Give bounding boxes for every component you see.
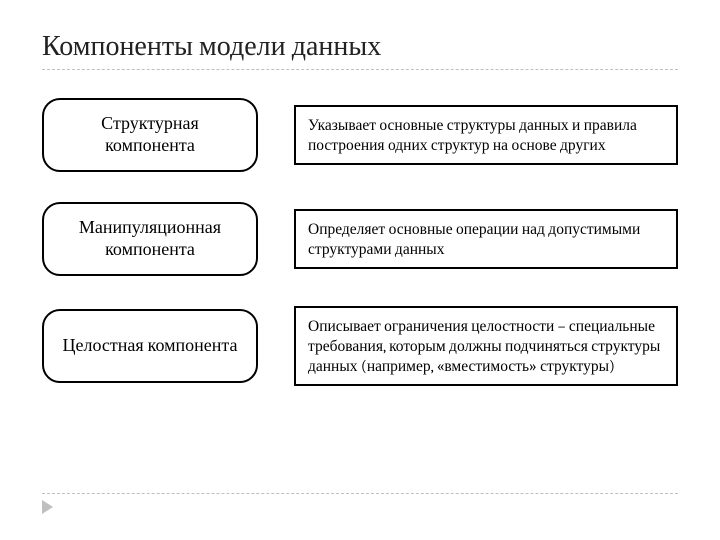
component-label: Структурная компонента [56, 113, 244, 158]
component-description: Указывает основные структуры данных и пр… [308, 116, 637, 154]
component-description-box: Описывает ограничения целостности – спец… [294, 306, 678, 386]
component-label-box: Манипуляционная компонента [42, 202, 258, 276]
component-label: Целостная компонента [63, 335, 238, 358]
component-description-box: Указывает основные структуры данных и пр… [294, 105, 678, 165]
rows-container: Структурная компонента Указывает основны… [42, 98, 678, 386]
component-description: Определяет основные операции над допусти… [308, 220, 640, 258]
component-label-box: Целостная компонента [42, 309, 258, 383]
component-row: Структурная компонента Указывает основны… [42, 98, 678, 172]
component-label-box: Структурная компонента [42, 98, 258, 172]
component-description-box: Определяет основные операции над допусти… [294, 209, 678, 269]
component-description: Описывает ограничения целостности – спец… [308, 317, 660, 375]
component-row: Манипуляционная компонента Определяет ос… [42, 202, 678, 276]
slide-marker-icon [42, 500, 53, 514]
footer-divider [42, 493, 678, 494]
page-title: Компоненты модели данных [42, 30, 678, 70]
component-label: Манипуляционная компонента [56, 217, 244, 262]
component-row: Целостная компонента Описывает ограничен… [42, 306, 678, 386]
